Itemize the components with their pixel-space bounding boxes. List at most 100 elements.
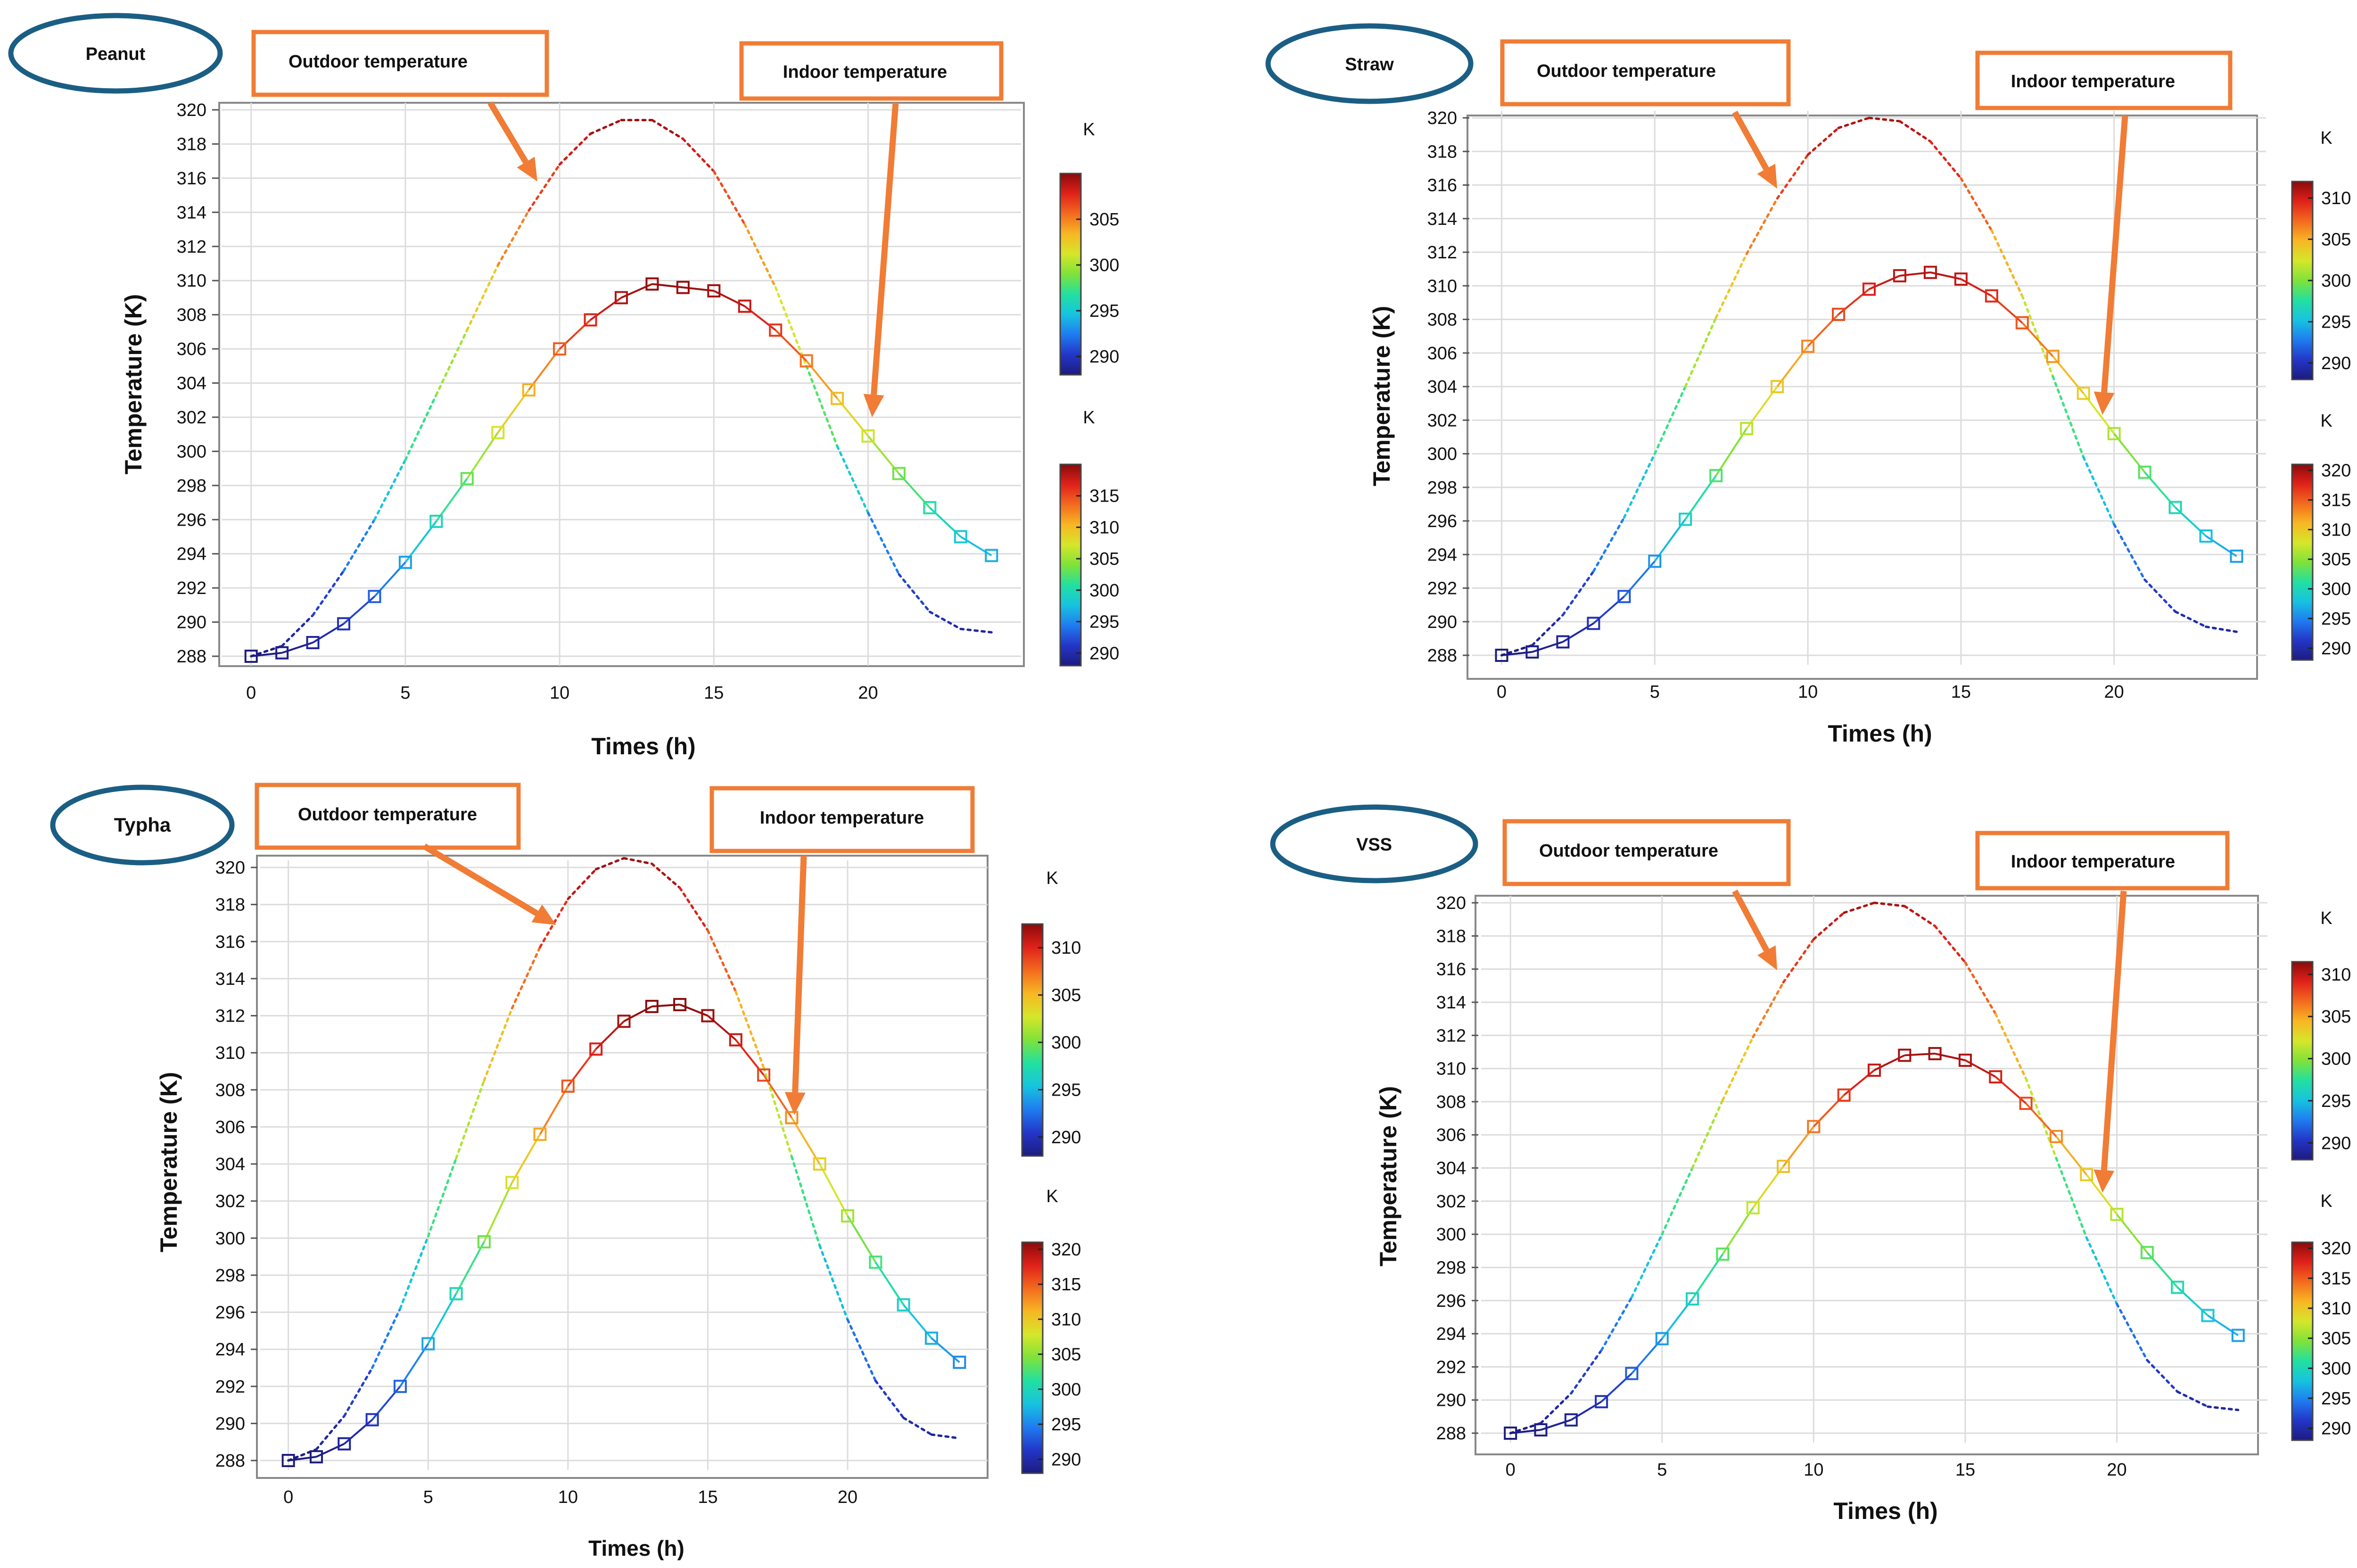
indoor-line-segment xyxy=(528,348,560,391)
outdoor-line-segment xyxy=(2085,1236,2118,1305)
y-tick-label: 318 xyxy=(1436,926,1466,946)
x-tick-label: 0 xyxy=(246,683,256,703)
colorbar-tick-label: 300 xyxy=(1051,1380,1081,1400)
indoor-line-segment xyxy=(2083,393,2115,434)
indoor-callout-box xyxy=(739,41,1004,101)
indoor-line-segment xyxy=(435,478,468,522)
indoor-point xyxy=(1495,649,1508,662)
indoor-callout-arrow xyxy=(863,102,899,417)
x-tick-label: 5 xyxy=(1657,1460,1667,1480)
indoor-point xyxy=(2107,427,2121,440)
colorbar-tick-label: 290 xyxy=(1051,1450,1081,1469)
x-tick-label: 5 xyxy=(423,1487,433,1507)
outdoor-line-segment xyxy=(1509,1422,1542,1435)
indoor-point xyxy=(2231,1329,2245,1342)
indoor-point xyxy=(1740,422,1754,436)
indoor-point xyxy=(1832,307,1846,321)
indoor-point xyxy=(589,1042,603,1056)
outdoor-line-segment xyxy=(2052,375,2085,459)
outdoor-line-segment xyxy=(651,862,681,889)
outdoor-line-segment xyxy=(594,857,625,871)
colorbar-tick-label: 295 xyxy=(2321,1389,2351,1409)
colorbar-indoor: 290 295 300 305 xyxy=(1059,173,1119,376)
indoor-line-segment xyxy=(707,1015,737,1041)
x-tick-label: 20 xyxy=(2107,1460,2126,1480)
y-tick-label: 312 xyxy=(177,237,206,257)
y-tick-label: 290 xyxy=(1436,1391,1466,1411)
outdoor-line-segment xyxy=(2205,625,2238,633)
x-tick-label: 0 xyxy=(283,1487,293,1507)
indoor-line-segment xyxy=(874,1262,905,1305)
arrow-shaft xyxy=(871,102,899,395)
colorbar-unit: K xyxy=(2320,908,2332,928)
indoor-point xyxy=(2201,1309,2215,1322)
outdoor-line-segment xyxy=(678,886,709,932)
colorbar-tick-label: 315 xyxy=(2321,490,2351,510)
indoor-line-segment xyxy=(651,1003,680,1007)
indoor-line-segment xyxy=(497,389,530,433)
outdoor-line-segment xyxy=(1812,911,1846,941)
colorbar-outdoor: 290 295 300 305 310 315 320 xyxy=(2291,1239,2351,1441)
indoor-point xyxy=(1985,289,1998,303)
indoor-line-segment xyxy=(288,1456,317,1461)
indoor-point xyxy=(306,636,320,650)
colorbar-tick-label: 295 xyxy=(1089,612,1119,632)
y-tick-label: 310 xyxy=(177,271,206,291)
y-tick-label: 302 xyxy=(1436,1192,1466,1212)
indoor-point xyxy=(1655,1332,1669,1345)
outdoor-line-segment xyxy=(1500,644,1533,657)
indoor-point xyxy=(707,284,721,297)
outdoor-line-segment xyxy=(527,163,561,212)
colorbar-tick-label: 300 xyxy=(1089,256,1119,275)
outdoor-line-segment xyxy=(1960,177,1993,232)
colorbar-tick-label: 290 xyxy=(1051,1128,1081,1147)
y-tick-label: 294 xyxy=(215,1340,245,1360)
colorbar-unit: K xyxy=(1083,120,1095,140)
indoor-point xyxy=(757,1068,771,1082)
colorbar-indoor: 290 295 300 305 310 xyxy=(1021,923,1081,1157)
arrow-shaft xyxy=(487,101,528,164)
indoor-point xyxy=(1625,1367,1639,1380)
x-tick-label: 0 xyxy=(1506,1460,1516,1480)
colorbar-tick-label: 320 xyxy=(2321,1239,2351,1259)
indoor-point xyxy=(738,299,751,313)
y-tick-label: 314 xyxy=(215,969,245,989)
indoor-point xyxy=(841,1209,855,1223)
y-tick-label: 316 xyxy=(1427,176,1457,196)
outdoor-line-segment xyxy=(558,132,592,166)
outdoor-line-segment xyxy=(706,929,737,993)
indoor-point xyxy=(1958,1053,1972,1067)
indoor-line-segment xyxy=(1776,346,1809,388)
y-tick-label: 316 xyxy=(215,932,245,952)
colorbar-tick-label: 320 xyxy=(1051,1240,1081,1260)
indoor-point xyxy=(1989,1070,2003,1084)
indoor-point xyxy=(2080,1168,2093,1181)
indoor-point xyxy=(2140,1246,2154,1259)
indoor-point xyxy=(1564,1413,1578,1427)
outdoor-line-segment xyxy=(1843,901,1876,914)
outdoor-line-segment xyxy=(959,627,993,634)
indoor-point xyxy=(1716,1247,1730,1261)
outdoor-line-segment xyxy=(1531,614,1564,647)
y-tick-label: 306 xyxy=(215,1117,245,1137)
indoor-point xyxy=(676,281,690,294)
indoor-point xyxy=(1556,635,1570,649)
y-tick-label: 288 xyxy=(215,1451,245,1471)
colorbar-tick-label: 290 xyxy=(2321,639,2351,659)
indoor-point xyxy=(275,646,289,660)
colorbar-tick-label: 300 xyxy=(2321,271,2351,291)
outdoor-line-segment xyxy=(427,1157,458,1238)
x-axis-label: Times (h) xyxy=(588,1536,684,1560)
y-tick-label: 318 xyxy=(1427,142,1457,162)
outdoor-line-segment xyxy=(651,119,684,140)
panel-title: Peanut xyxy=(86,44,146,64)
indoor-point xyxy=(1595,1395,1608,1409)
colorbar-tick-label: 315 xyxy=(2321,1269,2351,1288)
outdoor-callout-box xyxy=(251,30,549,97)
plot-area: 0 5 10 15 20 288 290 292 294 296 298 300 302 304 306 30… xyxy=(215,857,988,1507)
outdoor-callout-arrow xyxy=(422,843,556,925)
indoor-point xyxy=(2171,1280,2184,1294)
y-tick-label: 290 xyxy=(1427,612,1457,632)
x-tick-label: 10 xyxy=(558,1487,578,1507)
outdoor-line-segment xyxy=(343,1366,374,1418)
